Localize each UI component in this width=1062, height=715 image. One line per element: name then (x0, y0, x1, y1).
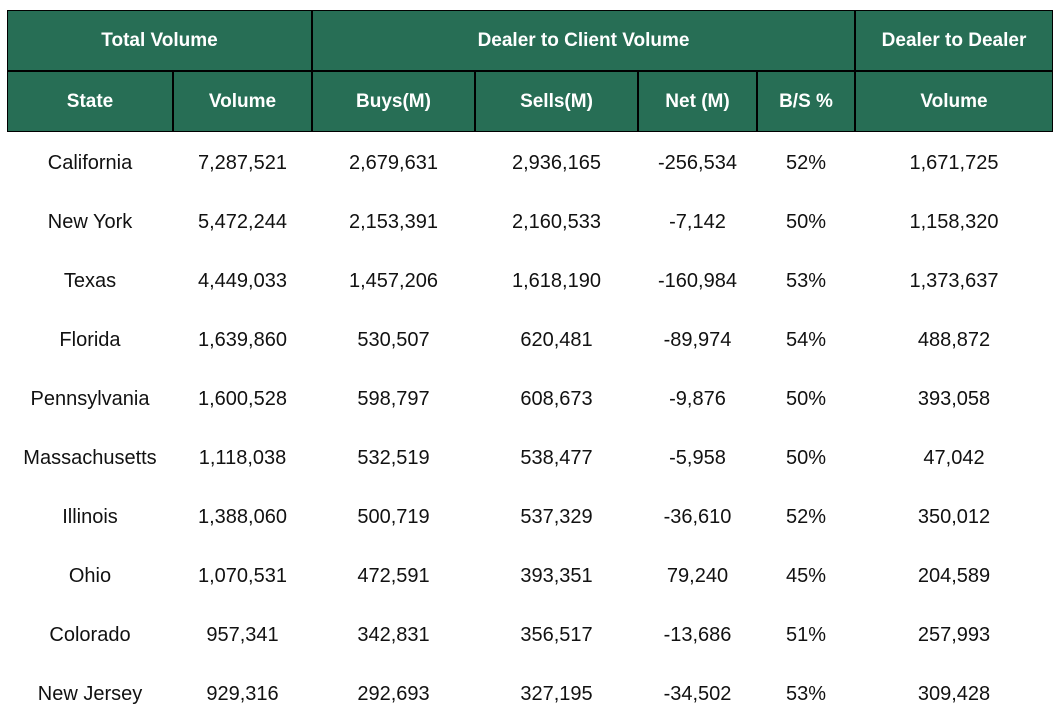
table-cell: Illinois (62, 506, 118, 528)
table-cell: 51% (785, 624, 827, 646)
column-header: Sells(M) (475, 71, 638, 132)
table-cell: 1,158,320 (909, 211, 999, 233)
table-cell: Pennsylvania (30, 388, 150, 410)
table-cell: 488,872 (917, 329, 991, 351)
table-cell: Florida (59, 329, 121, 351)
table-cell: 1,639,860 (198, 329, 287, 351)
table-cell: 598,797 (357, 388, 430, 410)
table-cell: -5,958 (669, 447, 726, 469)
table-cell: 50% (785, 211, 827, 233)
table-cell: 393,351 (520, 565, 593, 587)
table-cell: 257,993 (917, 624, 991, 646)
table-cell: 929,316 (206, 683, 279, 705)
table-cell: 1,618,190 (512, 270, 601, 292)
table-cell: 7,287,521 (198, 152, 287, 174)
table-cell: 500,719 (357, 506, 430, 528)
column-header: Volume (855, 71, 1053, 132)
table-cell: 204,589 (917, 565, 991, 587)
group-header: Total Volume (7, 10, 312, 71)
table-cell: 1,600,528 (198, 388, 287, 410)
table-cell: 52% (785, 506, 827, 528)
table-cell: 1,671,725 (909, 152, 999, 174)
column-header: Buys(M) (312, 71, 475, 132)
table-cell: 1,070,531 (198, 565, 287, 587)
table-cell: Ohio (68, 565, 112, 587)
table-cell: 957,341 (206, 624, 279, 646)
table-cell: 1,457,206 (349, 270, 438, 292)
table-cell: Texas (63, 270, 117, 292)
table-cell: California (47, 152, 133, 174)
table-cell: 53% (785, 270, 827, 292)
table-cell: 47,042 (923, 447, 985, 469)
table-cell: New York (47, 211, 133, 233)
table-cell: New Jersey (37, 683, 143, 705)
table-cell: 472,591 (357, 565, 430, 587)
column-header: State (7, 71, 173, 132)
table-cell: 4,449,033 (198, 270, 287, 292)
table-cell: Massachusetts (23, 447, 157, 469)
table-cell: 50% (785, 388, 827, 410)
table-cell: 537,329 (520, 506, 593, 528)
table-cell: -13,686 (663, 624, 732, 646)
table-cell: -9,876 (669, 388, 726, 410)
table-cell: 54% (785, 329, 827, 351)
table-cell: 2,679,631 (349, 152, 438, 174)
table-cell: -36,610 (663, 506, 732, 528)
table-cell: 530,507 (357, 329, 430, 351)
table-cell: 350,012 (917, 506, 991, 528)
table-cell: 2,936,165 (512, 152, 601, 174)
column-header: B/S % (757, 71, 855, 132)
table-cell: 53% (785, 683, 827, 705)
table-cell: 327,195 (520, 683, 593, 705)
table-cell: -256,534 (658, 152, 737, 174)
table-cell: 1,388,060 (198, 506, 287, 528)
table-cell: Colorado (49, 624, 131, 646)
table-cell: -160,984 (658, 270, 737, 292)
table-cell: 1,373,637 (909, 270, 999, 292)
group-header: Dealer to Dealer (855, 10, 1053, 71)
table-cell: 356,517 (520, 624, 593, 646)
table-cell: 1,118,038 (198, 447, 287, 469)
table-cell: 393,058 (917, 388, 991, 410)
table-cell: 50% (785, 447, 827, 469)
table-cell: 5,472,244 (198, 211, 287, 233)
table-cell: 538,477 (520, 447, 593, 469)
table-cell: 45% (785, 565, 827, 587)
column-header: Volume (173, 71, 312, 132)
table-cell: 342,831 (357, 624, 430, 646)
column-header: Net (M) (638, 71, 757, 132)
table-cell: 2,153,391 (349, 211, 438, 233)
table-cell: 52% (785, 152, 827, 174)
table-cell: 532,519 (357, 447, 430, 469)
table-cell: -34,502 (663, 683, 732, 705)
table-cell: 2,160,533 (512, 211, 601, 233)
table-cell: -89,974 (663, 329, 732, 351)
table-cell: 79,240 (666, 565, 729, 587)
table-cell: 620,481 (520, 329, 593, 351)
table-cell: 309,428 (917, 683, 991, 705)
table-cell: 292,693 (357, 683, 430, 705)
group-header: Dealer to Client Volume (312, 10, 855, 71)
table-cell: 608,673 (520, 388, 593, 410)
table-cell: -7,142 (669, 211, 726, 233)
